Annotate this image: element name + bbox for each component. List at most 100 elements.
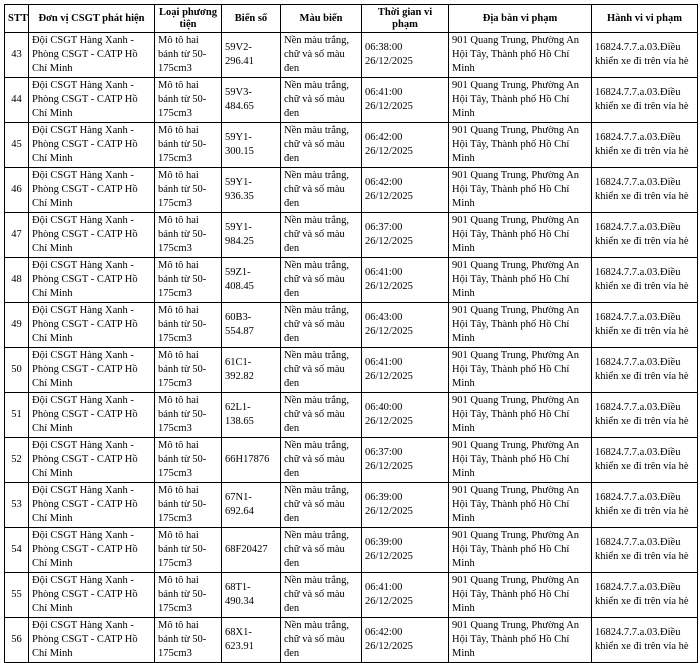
table-cell: Mô tô hai bánh từ 50-175cm3 <box>154 482 222 528</box>
table-cell: 06:42:00 26/12/2025 <box>361 122 449 168</box>
table-cell: Nền màu trắng, chữ và số màu đen <box>280 302 362 348</box>
table-cell: 55 <box>4 572 29 618</box>
table-cell: Mô tô hai bánh từ 50-175cm3 <box>154 347 222 393</box>
table-cell: 48 <box>4 257 29 303</box>
table-cell: 16824.7.7.a.03.Điều khiển xe đi trên vỉa… <box>591 392 698 438</box>
violation-table: STT Đơn vị CSGT phát hiện Loại phương tiện… <box>4 4 698 663</box>
table-cell: 901 Quang Trung, Phường An Hội Tây, Thàn… <box>448 572 592 618</box>
table-cell: Mô tô hai bánh từ 50-175cm3 <box>154 572 222 618</box>
table-cell: 45 <box>4 122 29 168</box>
table-cell: 901 Quang Trung, Phường An Hội Tây, Thàn… <box>448 617 592 663</box>
table-cell: Mô tô hai bánh từ 50-175cm3 <box>154 32 222 78</box>
table-cell: 67N1-692.64 <box>221 482 281 528</box>
table-cell: 59Z1-408.45 <box>221 257 281 303</box>
table-cell: 43 <box>4 32 29 78</box>
table-cell: Đội CSGT Hàng Xanh - Phòng CSGT - CATP H… <box>28 302 155 348</box>
table-cell: 46 <box>4 167 29 213</box>
header-cell: Loại phương tiện <box>154 4 222 33</box>
table-cell: 44 <box>4 77 29 123</box>
table-cell: 06:41:00 26/12/2025 <box>361 347 449 393</box>
table-cell: 06:41:00 26/12/2025 <box>361 77 449 123</box>
table-cell: Đội CSGT Hàng Xanh - Phòng CSGT - CATP H… <box>28 572 155 618</box>
page: {"table": { "header": ["STT", "Đơn vị CS… <box>4 4 698 663</box>
header-row: STT Đơn vị CSGT phát hiện Loại phương tiện… <box>4 4 698 33</box>
table-cell: Nền màu trắng, chữ và số màu đen <box>280 527 362 573</box>
table-cell: 16824.7.7.a.03.Điều khiển xe đi trên vỉa… <box>591 77 698 123</box>
table-cell: Đội CSGT Hàng Xanh - Phòng CSGT - CATP H… <box>28 212 155 258</box>
table-cell: 62L1-138.65 <box>221 392 281 438</box>
table-cell: 901 Quang Trung, Phường An Hội Tây, Thàn… <box>448 122 592 168</box>
table-row: 53 Đội CSGT Hàng Xanh - Phòng CSGT - CATP… <box>4 482 698 528</box>
header-cell: Màu biển <box>280 4 362 33</box>
table-body: 43 Đội CSGT Hàng Xanh - Phòng CSGT - CATP… <box>4 32 698 663</box>
table-cell: Mô tô hai bánh từ 50-175cm3 <box>154 212 222 258</box>
table-cell: 16824.7.7.a.03.Điều khiển xe đi trên vỉa… <box>591 617 698 663</box>
header-cell: Địa bàn vi phạm <box>448 4 592 33</box>
table-cell: Đội CSGT Hàng Xanh - Phòng CSGT - CATP H… <box>28 257 155 303</box>
table-cell: 06:39:00 26/12/2025 <box>361 527 449 573</box>
table-cell: Đội CSGT Hàng Xanh - Phòng CSGT - CATP H… <box>28 347 155 393</box>
table-cell: Mô tô hai bánh từ 50-175cm3 <box>154 617 222 663</box>
table-cell: Đội CSGT Hàng Xanh - Phòng CSGT - CATP H… <box>28 167 155 213</box>
table-cell: Nền màu trắng, chữ và số màu đen <box>280 482 362 528</box>
table-row: 44 Đội CSGT Hàng Xanh - Phòng CSGT - CATP… <box>4 77 698 123</box>
table-cell: 50 <box>4 347 29 393</box>
table-cell: Đội CSGT Hàng Xanh - Phòng CSGT - CATP H… <box>28 122 155 168</box>
table-cell: Đội CSGT Hàng Xanh - Phòng CSGT - CATP H… <box>28 482 155 528</box>
table-cell: 16824.7.7.a.03.Điều khiển xe đi trên vỉa… <box>591 347 698 393</box>
table-cell: Mô tô hai bánh từ 50-175cm3 <box>154 302 222 348</box>
table-cell: 49 <box>4 302 29 348</box>
table-cell: 16824.7.7.a.03.Điều khiển xe đi trên vỉa… <box>591 572 698 618</box>
table-cell: 901 Quang Trung, Phường An Hội Tây, Thàn… <box>448 77 592 123</box>
table-cell: Nền màu trắng, chữ và số màu đen <box>280 437 362 483</box>
table-cell: 06:41:00 26/12/2025 <box>361 257 449 303</box>
header-cell: STT <box>4 4 29 33</box>
table-row: 49 Đội CSGT Hàng Xanh - Phòng CSGT - CATP… <box>4 302 698 348</box>
table-cell: Nền màu trắng, chữ và số màu đen <box>280 77 362 123</box>
table-row: 52 Đội CSGT Hàng Xanh - Phòng CSGT - CATP… <box>4 437 698 483</box>
table-cell: Nền màu trắng, chữ và số màu đen <box>280 347 362 393</box>
table-cell: 59Y1-936.35 <box>221 167 281 213</box>
table-cell: 66H17876 <box>221 437 281 483</box>
table-row: 48 Đội CSGT Hàng Xanh - Phòng CSGT - CATP… <box>4 257 698 303</box>
table-cell: Nền màu trắng, chữ và số màu đen <box>280 122 362 168</box>
table-cell: Nền màu trắng, chữ và số màu đen <box>280 392 362 438</box>
table-cell: 68T1-490.34 <box>221 572 281 618</box>
table-cell: 16824.7.7.a.03.Điều khiển xe đi trên vỉa… <box>591 527 698 573</box>
table-row: 47 Đội CSGT Hàng Xanh - Phòng CSGT - CATP… <box>4 212 698 258</box>
table-cell: 53 <box>4 482 29 528</box>
table-row: 55 Đội CSGT Hàng Xanh - Phòng CSGT - CATP… <box>4 572 698 618</box>
table-cell: Nền màu trắng, chữ và số màu đen <box>280 617 362 663</box>
table-cell: Nền màu trắng, chữ và số màu đen <box>280 167 362 213</box>
table-cell: Mô tô hai bánh từ 50-175cm3 <box>154 257 222 303</box>
table-cell: 06:39:00 26/12/2025 <box>361 482 449 528</box>
table-cell: 16824.7.7.a.03.Điều khiển xe đi trên vỉa… <box>591 482 698 528</box>
table-cell: 06:42:00 26/12/2025 <box>361 617 449 663</box>
table-cell: Mô tô hai bánh từ 50-175cm3 <box>154 392 222 438</box>
table-cell: 901 Quang Trung, Phường An Hội Tây, Thàn… <box>448 392 592 438</box>
table-cell: 06:42:00 26/12/2025 <box>361 167 449 213</box>
table-cell: Đội CSGT Hàng Xanh - Phòng CSGT - CATP H… <box>28 527 155 573</box>
table-cell: Nền màu trắng, chữ và số màu đen <box>280 572 362 618</box>
table-cell: 901 Quang Trung, Phường An Hội Tây, Thàn… <box>448 527 592 573</box>
table-cell: 61C1-392.82 <box>221 347 281 393</box>
table-cell: 901 Quang Trung, Phường An Hội Tây, Thàn… <box>448 302 592 348</box>
table-cell: 51 <box>4 392 29 438</box>
table-cell: 59Y1-300.15 <box>221 122 281 168</box>
table-cell: 47 <box>4 212 29 258</box>
table-cell: Nền màu trắng, chữ và số màu đen <box>280 257 362 303</box>
table-cell: 901 Quang Trung, Phường An Hội Tây, Thàn… <box>448 32 592 78</box>
table-cell: Nền màu trắng, chữ và số màu đen <box>280 212 362 258</box>
header-cell: Đơn vị CSGT phát hiện <box>28 4 155 33</box>
table-row: 43 Đội CSGT Hàng Xanh - Phòng CSGT - CATP… <box>4 32 698 78</box>
table-row: 51 Đội CSGT Hàng Xanh - Phòng CSGT - CATP… <box>4 392 698 438</box>
table-cell: 56 <box>4 617 29 663</box>
table-cell: 901 Quang Trung, Phường An Hội Tây, Thàn… <box>448 347 592 393</box>
table-cell: Mô tô hai bánh từ 50-175cm3 <box>154 77 222 123</box>
table-cell: 901 Quang Trung, Phường An Hội Tây, Thàn… <box>448 257 592 303</box>
table-cell: 60B3-554.87 <box>221 302 281 348</box>
table-cell: 16824.7.7.a.03.Điều khiển xe đi trên vỉa… <box>591 32 698 78</box>
table-cell: 16824.7.7.a.03.Điều khiển xe đi trên vỉa… <box>591 212 698 258</box>
table-cell: 901 Quang Trung, Phường An Hội Tây, Thàn… <box>448 437 592 483</box>
table-cell: 16824.7.7.a.03.Điều khiển xe đi trên vỉa… <box>591 302 698 348</box>
